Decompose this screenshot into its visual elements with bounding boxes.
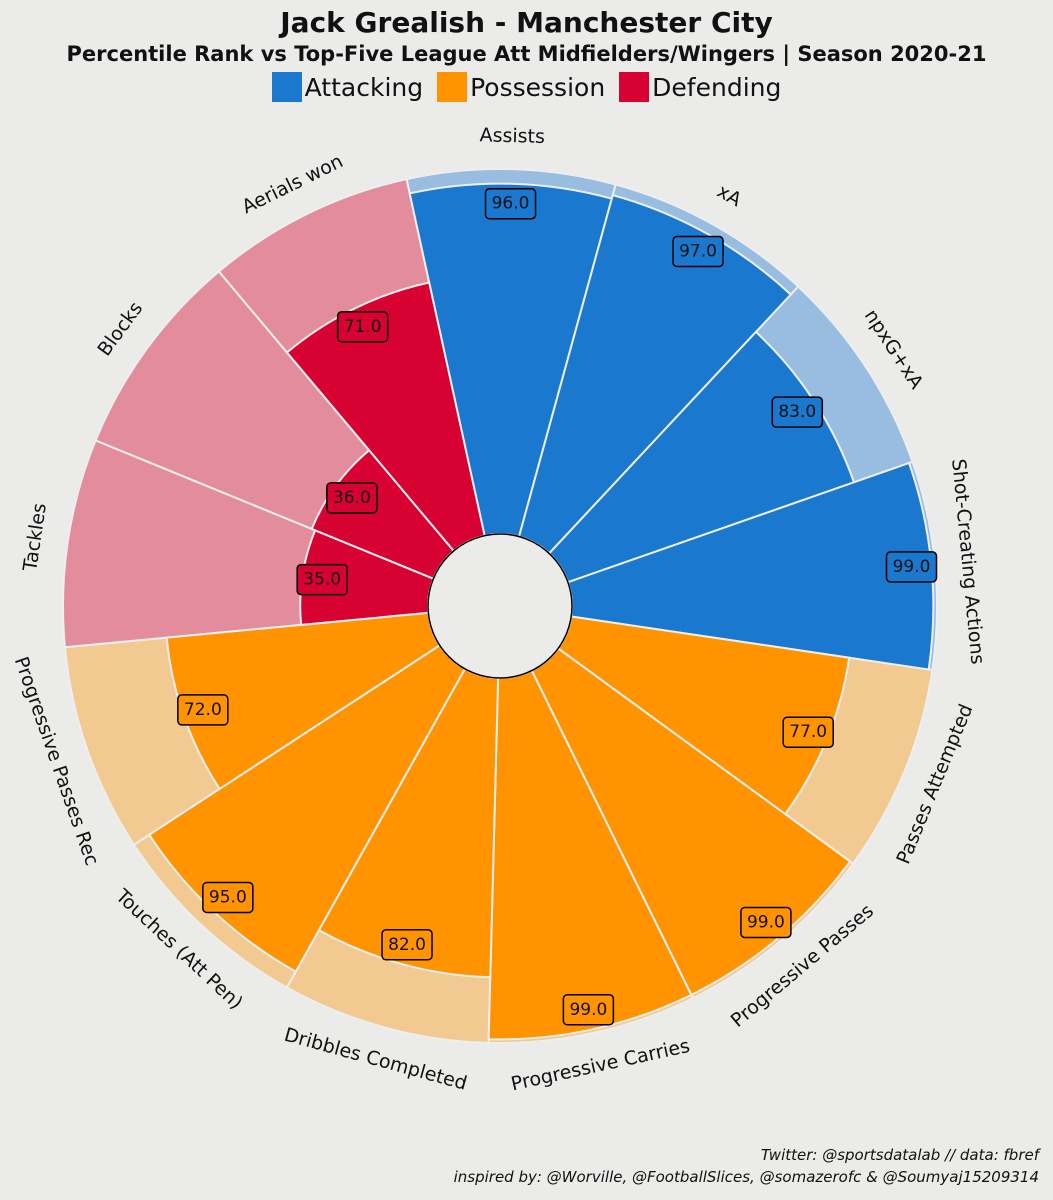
- credits-line-1: Twitter: @sportsdatalab // data: fbref: [760, 1146, 1039, 1164]
- value-label-box-tackles: [296, 563, 348, 596]
- value-label-box-touches-att-pen: [202, 881, 254, 914]
- category-label-assists: Assists: [479, 124, 545, 148]
- value-label-dribbles-completed: 82.0: [388, 935, 426, 955]
- legend-item-possession: Possession: [437, 72, 605, 102]
- value-label-box-npxg-xa: [771, 396, 824, 428]
- value-label-progressive-carries: 99.0: [569, 1000, 607, 1020]
- legend-label-possession: Possession: [470, 72, 606, 102]
- value-label-assists: 96.0: [492, 194, 530, 214]
- value-label-box-progressive-passes-rec: [177, 694, 229, 726]
- value-label-box-assists: [484, 187, 537, 220]
- legend-label-defending: Defending: [652, 72, 782, 102]
- value-label-box-dribbles-completed: [381, 929, 433, 961]
- value-label-box-aerials-won: [336, 311, 389, 343]
- legend-item-attacking: Attacking: [271, 72, 424, 102]
- chart-title: Jack Grealish - Manchester City: [280, 6, 773, 39]
- legend-swatch-defending: [619, 72, 650, 102]
- value-label-tackles: 35.0: [303, 570, 341, 590]
- legend-item-defending: Defending: [619, 72, 781, 102]
- legend-swatch-attacking: [271, 72, 302, 102]
- value-label-aerials-won: 71.0: [344, 317, 382, 337]
- legend-swatch-possession: [437, 72, 468, 102]
- legend: Attacking Possession Defending: [0, 72, 1053, 102]
- value-label-progressive-passes: 99.0: [747, 912, 785, 932]
- value-label-passes-attempted: 77.0: [789, 722, 827, 742]
- credits: Twitter: @sportsdatalab // data: fbref i…: [454, 1144, 1039, 1188]
- chart-subtitle: Percentile Rank vs Top-Five League Att M…: [66, 42, 987, 66]
- value-label-touches-att-pen: 95.0: [209, 887, 247, 907]
- value-label-box-progressive-carries: [562, 994, 615, 1026]
- value-label-box-progressive-passes: [740, 906, 792, 939]
- value-label-npxg-xa: 83.0: [778, 402, 816, 422]
- value-label-xa: 97.0: [679, 242, 717, 262]
- category-label-blocks: Blocks: [93, 298, 147, 360]
- value-label-blocks: 36.0: [333, 488, 371, 508]
- value-label-box-passes-attempted: [782, 716, 834, 748]
- category-label-progressive-carries: Progressive Carries: [509, 1035, 692, 1096]
- legend-label-attacking: Attacking: [304, 72, 424, 102]
- category-label-xa: xA: [713, 180, 745, 211]
- category-label-tackles: Tackles: [19, 502, 51, 574]
- center-circle: [427, 533, 573, 679]
- value-label-progressive-passes-rec: 72.0: [184, 700, 222, 720]
- value-label-shot-creating-actions: 99.0: [893, 557, 931, 577]
- value-label-box-xa: [672, 235, 724, 268]
- category-label-shot-creating-actions: Shot-Creating Actions: [947, 458, 988, 665]
- credits-line-2: inspired by: @Worville, @FootballSlices,…: [453, 1168, 1039, 1186]
- value-label-box-shot-creating-actions: [885, 551, 938, 583]
- value-label-box-blocks: [326, 482, 378, 514]
